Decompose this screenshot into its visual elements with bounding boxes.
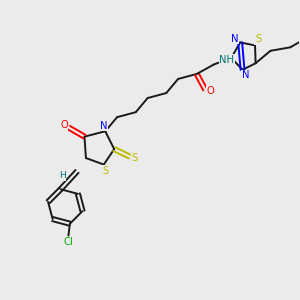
Text: Cl: Cl	[64, 237, 73, 247]
Text: H: H	[59, 171, 66, 180]
Text: S: S	[102, 166, 108, 176]
Text: O: O	[207, 86, 214, 96]
Text: NH: NH	[219, 55, 234, 65]
Text: N: N	[100, 121, 107, 131]
Text: N: N	[231, 34, 238, 44]
Text: S: S	[255, 34, 261, 44]
Text: S: S	[132, 153, 138, 163]
Text: N: N	[242, 70, 249, 80]
Text: O: O	[60, 120, 68, 130]
